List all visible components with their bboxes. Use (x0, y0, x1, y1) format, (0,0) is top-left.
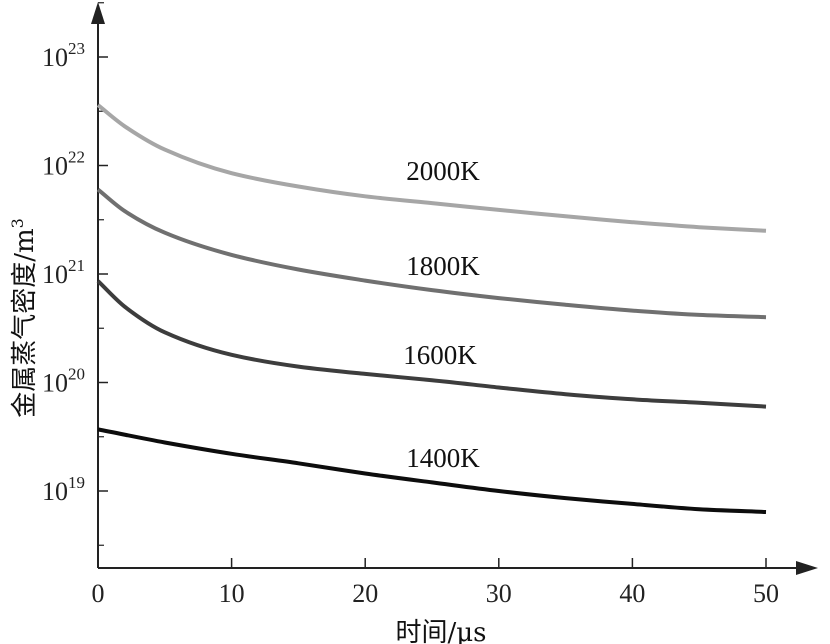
svg-text:金属蒸气密度/m3: 金属蒸气密度/m3 (8, 218, 40, 418)
y-tick-label: 10 (42, 477, 68, 506)
series-line-1600k (96, 279, 767, 409)
y-tick-label: 10 (42, 152, 68, 181)
y-tick-exponent: 23 (68, 39, 85, 58)
y-tick-exponent: 20 (68, 365, 85, 384)
x-axis-title: 时间/μs (395, 618, 486, 644)
series-lines (96, 103, 767, 514)
x-tick-label: 10 (219, 579, 245, 608)
y-tick-label: 10 (42, 43, 68, 72)
y-axis-arrow (91, 2, 105, 24)
x-ticks: 0 10 20 30 40 50 (92, 558, 779, 608)
series-label-2000k: 2000K (406, 156, 480, 186)
y-tick-exponent: 21 (68, 256, 85, 275)
y-axis-title-text: 金属蒸气密度/m (10, 228, 40, 417)
series-line-2000k (96, 103, 767, 233)
y-tick-exponent: 19 (68, 473, 85, 492)
series-label-1600k: 1600K (403, 340, 477, 370)
x-tick-label: 40 (619, 579, 645, 608)
series-label-1800k: 1800K (406, 251, 480, 281)
axes (91, 2, 818, 575)
y-tick-label: 10 (42, 369, 68, 398)
x-tick-label: 20 (352, 579, 378, 608)
x-tick-label: 50 (753, 579, 779, 608)
x-axis-arrow (796, 561, 818, 575)
x-tick-label: 30 (486, 579, 512, 608)
y-tick-exponent: 22 (68, 148, 85, 167)
x-tick-label: 0 (92, 579, 105, 608)
series-labels: 2000K 1800K 1600K 1400K (403, 156, 480, 473)
y-axis-title-superscript: 3 (8, 218, 27, 228)
series-line-1400k (97, 427, 767, 514)
series-line-1800k (96, 188, 767, 320)
series-label-1400k: 1400K (406, 443, 480, 473)
y-axis-title: 金属蒸气密度/m3 (8, 218, 40, 418)
y-tick-label: 10 (42, 260, 68, 289)
